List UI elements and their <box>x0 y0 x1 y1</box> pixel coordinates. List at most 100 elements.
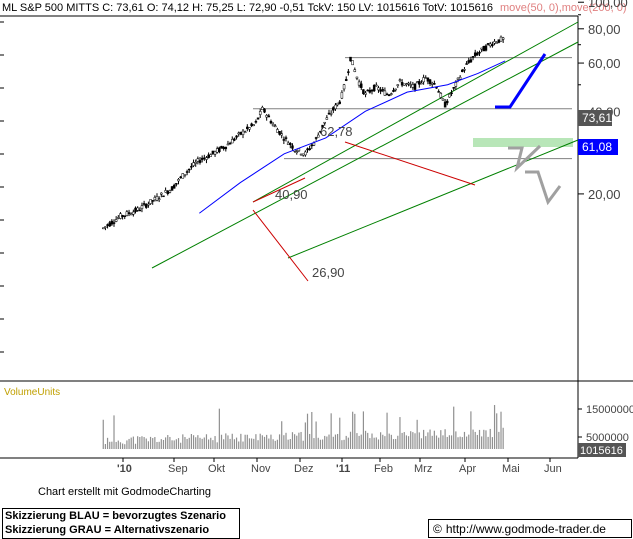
current-price-label: 73,61 <box>582 111 612 125</box>
candle-body <box>295 151 299 154</box>
candle-body <box>132 211 135 215</box>
candle-body <box>203 157 206 160</box>
candle-body <box>306 148 309 151</box>
month-label: Okt <box>208 463 225 475</box>
header-ohlc: C: 73,61 O: 74,12 H: 75,25 L: 72,90 -0,5… <box>102 2 493 14</box>
candle-body <box>278 131 281 135</box>
candle-body <box>329 113 333 115</box>
candle-body <box>301 153 305 156</box>
candle-body <box>177 178 180 182</box>
candle-body <box>261 107 264 111</box>
candle-body <box>246 126 249 129</box>
price-tick-label: 100,00 <box>588 0 628 10</box>
candle-body <box>190 166 193 168</box>
candle-body <box>194 162 197 164</box>
candle-body <box>400 82 404 86</box>
candle-body <box>319 130 322 133</box>
candle-body <box>226 143 230 146</box>
candle-body <box>379 89 382 92</box>
candle-body <box>269 120 273 124</box>
candle-body <box>147 203 150 206</box>
candle-body <box>407 82 410 85</box>
volume-bars <box>102 405 504 449</box>
candle-body <box>181 173 185 179</box>
month-label: '11 <box>336 463 350 475</box>
candle-body <box>110 220 114 225</box>
blue-scenario-arrow <box>495 53 547 109</box>
month-label: '10 <box>117 463 132 475</box>
website-link[interactable]: http://www.godmode-trader.de <box>445 521 606 536</box>
candle-body <box>179 176 182 179</box>
candle-body <box>231 139 234 144</box>
candle-body <box>334 104 337 110</box>
level-label-26-90: 26,90 <box>312 265 345 280</box>
candle-body <box>157 198 161 200</box>
candle-body <box>239 131 243 135</box>
moving-average-line <box>199 60 506 214</box>
candle-body <box>422 77 425 83</box>
red-line-from-top <box>344 141 476 186</box>
candle-body <box>237 132 240 135</box>
candle-body <box>349 56 352 62</box>
gray-scenario-path-2 <box>525 170 562 206</box>
candle-body <box>426 77 430 82</box>
candle-body <box>280 133 283 136</box>
candle-body <box>304 151 307 156</box>
candle-body <box>138 209 142 212</box>
candle-body <box>489 43 492 47</box>
candle-body <box>392 89 395 92</box>
month-label: Mai <box>502 463 520 475</box>
candle-body <box>332 107 335 111</box>
current-volume-label: 1015616 <box>580 445 623 457</box>
candle-body <box>160 192 163 195</box>
candle-body <box>415 81 419 84</box>
candle-body <box>383 90 387 96</box>
candle-body <box>463 69 466 71</box>
candle-body <box>409 84 412 86</box>
candle-body <box>125 211 129 216</box>
candle-body <box>200 157 204 160</box>
candle-body <box>106 224 109 226</box>
candle-body <box>102 227 105 230</box>
trend-channel <box>151 21 579 269</box>
candle-body <box>394 88 397 91</box>
candle-body <box>495 42 498 44</box>
candle-body <box>366 89 369 92</box>
candle-body <box>213 151 217 155</box>
candle-body <box>142 203 146 205</box>
candle-body <box>493 41 496 44</box>
candle-body <box>151 200 154 202</box>
level-label-62-78: 62,78 <box>320 124 353 139</box>
month-label: Dez <box>294 463 314 475</box>
ma-value-box <box>578 139 618 155</box>
candle-body <box>192 162 195 166</box>
candle-body <box>340 92 344 99</box>
candle-body <box>347 71 350 73</box>
candle-body <box>168 190 172 193</box>
candle-body <box>140 205 144 209</box>
support-zone <box>473 138 573 147</box>
price-candles <box>102 35 505 231</box>
candle-body <box>491 44 494 47</box>
candle-body <box>344 79 348 81</box>
candle-body <box>274 125 277 128</box>
price-tick-label: 60,00 <box>588 56 621 71</box>
candle-body <box>291 145 294 149</box>
candle-body <box>454 82 458 87</box>
candle-body <box>357 81 361 86</box>
candle-body <box>456 77 460 80</box>
candle-body <box>446 100 449 104</box>
candle-body <box>114 219 118 222</box>
price-tick-label: 80,00 <box>588 22 621 37</box>
candle-body <box>439 92 443 98</box>
channel-upper-line <box>252 21 579 203</box>
candle-body <box>450 92 453 94</box>
candle-body <box>172 184 176 189</box>
candle-body <box>433 83 436 85</box>
candle-body <box>428 79 432 84</box>
candle-body <box>134 207 137 212</box>
candle-body <box>353 69 357 72</box>
candle-body <box>476 52 479 56</box>
candle-body <box>461 69 464 72</box>
candle-body <box>437 91 440 93</box>
